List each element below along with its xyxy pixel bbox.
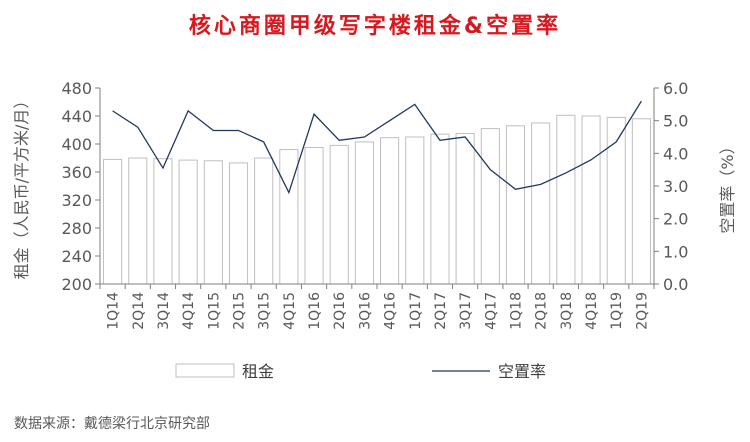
x-tick-label: 4Q17 [483,292,499,330]
y-left-tick-label: 360 [61,163,92,182]
x-tick-label: 1Q16 [307,292,323,330]
bar-2Q19 [631,118,651,285]
bar-2Q14 [128,157,148,285]
y-left-tick-label: 320 [61,191,92,210]
bar-3Q16 [354,141,374,285]
x-tick-label: 2Q17 [433,292,449,330]
x-tick-label: 2Q18 [534,292,550,330]
bar-2Q16 [329,144,349,285]
line-layer [112,100,642,195]
x-tick-label: 4Q16 [383,292,399,330]
legend-bar-label: 租金 [242,362,274,381]
x-tick-label: 1Q17 [408,292,424,330]
x-tick-label: 1Q18 [509,292,525,330]
legend-bar-swatch [175,363,235,378]
y-right-tick-label: 6.0 [663,79,688,98]
source-note: 数据来源：戴德梁行北京研究部 [14,416,210,432]
x-tick-label: 1Q14 [106,292,122,330]
vacancy-rate-line [112,100,642,195]
bar-4Q14 [178,159,198,285]
x-tick-label: 3Q15 [257,292,273,330]
y-right-tick-label: 1.0 [663,242,688,261]
y-right-tick-label: 3.0 [663,177,688,196]
x-tick-label: 3Q16 [357,292,373,330]
bar-3Q18 [556,114,576,285]
y-left-tick-label: 280 [61,219,92,238]
y-right-tick-label: 4.0 [663,144,688,163]
bars-layer [103,114,651,285]
bar-1Q15 [203,160,223,285]
y-left-tick-label: 200 [61,275,92,294]
x-tick-label: 3Q18 [559,292,575,330]
bar-2Q15 [228,162,249,285]
axes-layer [95,87,659,289]
bar-1Q16 [304,147,324,285]
x-tick-label: 4Q18 [584,292,600,330]
bar-1Q17 [405,136,425,285]
x-tick-label: 4Q15 [282,292,298,330]
bar-3Q15 [254,157,274,285]
chart-title: 核心商圈甲级写字楼租金&空置率 [189,13,561,39]
bar-4Q15 [279,149,299,285]
y-right-axis-title: 空置率（%） [718,138,737,233]
bar-1Q18 [505,125,526,285]
bar-2Q18 [531,122,551,285]
labels-layer: 200 240 280 320 360 400 440 480 0.0 1.0 2.0 3.0 4.0 5… [61,79,688,330]
x-tick-label: 2Q14 [131,292,147,330]
y-left-tick-label: 400 [61,135,92,154]
legend: 租金 空置率 [175,362,546,381]
bar-4Q16 [380,137,400,285]
x-tick-label: 2Q16 [332,292,348,330]
x-tick-label: 2Q15 [232,292,248,330]
x-tick-label: 1Q19 [609,292,625,330]
x-tick-label: 2Q19 [634,292,650,330]
bar-4Q18 [581,115,601,285]
y-left-axis-title: 租金（人民币/平方米/月） [12,93,31,280]
bar-1Q14 [103,158,123,285]
y-left-tick-label: 480 [61,79,92,98]
y-left-tick-label: 240 [61,247,92,266]
y-right-tick-label: 0.0 [663,275,688,294]
bar-2Q17 [430,133,450,285]
y-right-tick-label: 2.0 [663,210,688,229]
x-tick-label: 3Q14 [156,292,172,330]
legend-line-label: 空置率 [498,362,546,381]
y-left-tick-label: 440 [61,107,92,126]
y-right-tick-label: 5.0 [663,112,688,131]
bar-3Q14 [153,158,173,285]
x-tick-label: 3Q17 [458,292,474,330]
bar-4Q17 [480,128,500,285]
x-tick-label: 1Q15 [206,292,222,330]
x-tick-label: 4Q14 [181,292,197,330]
bar-3Q17 [455,133,475,285]
